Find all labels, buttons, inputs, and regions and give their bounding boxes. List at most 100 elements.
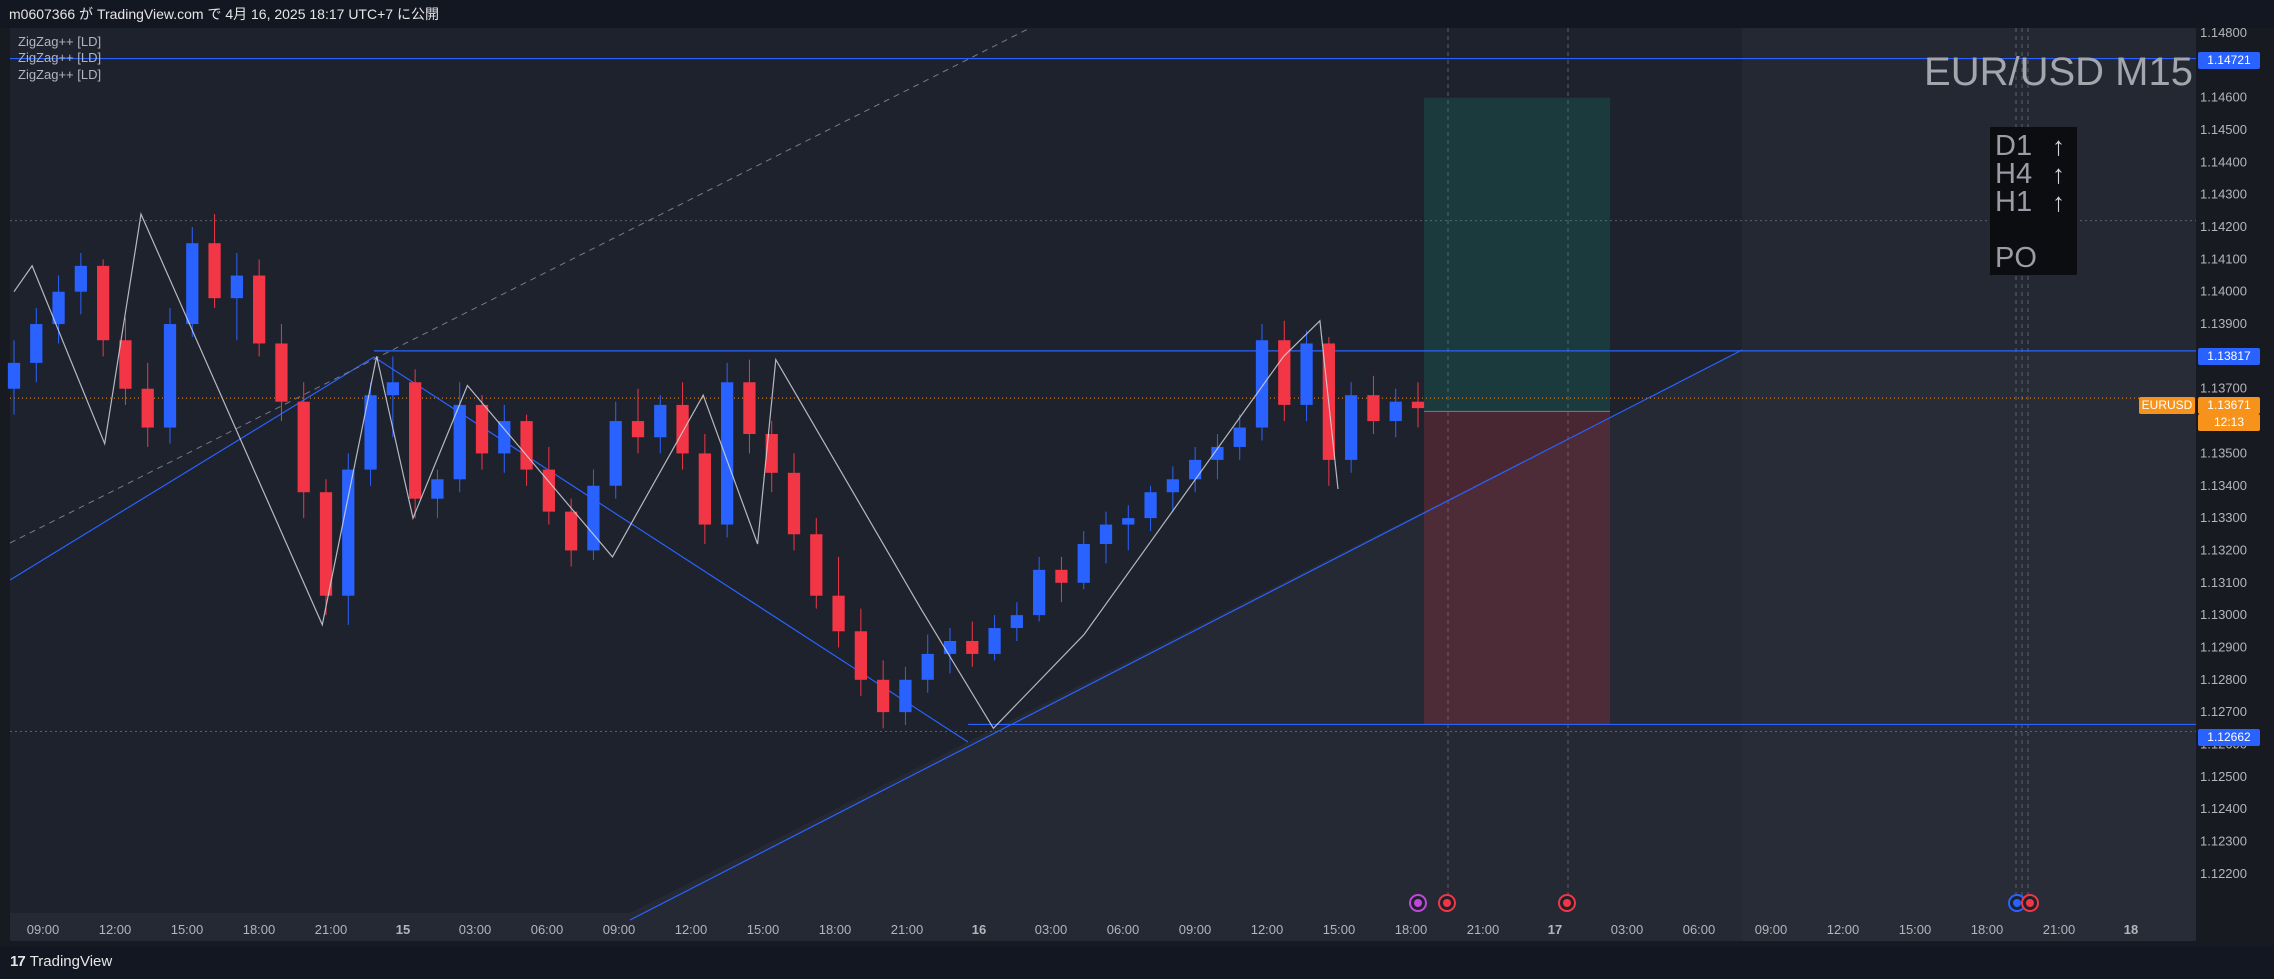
candle-body — [1233, 427, 1246, 447]
event-markers[interactable] — [1409, 894, 2039, 912]
candle-body — [1077, 543, 1090, 583]
time-tick-label: 03:00 — [459, 922, 492, 937]
candle-body — [1166, 479, 1179, 493]
candle-body — [854, 631, 867, 680]
candle-body — [409, 382, 422, 499]
gridlines — [10, 28, 2196, 941]
candle-body — [163, 324, 177, 428]
candle-body — [1099, 524, 1113, 544]
candles — [7, 214, 1425, 729]
trendline-dashed — [9, 27, 1031, 544]
time-tick-label: 09:00 — [603, 922, 636, 937]
trendline — [9, 356, 375, 581]
candle-body — [787, 472, 801, 535]
price-tick-label: 1.12800 — [2200, 672, 2247, 687]
up-arrow-icon: ↑ — [2052, 187, 2065, 217]
candle-body — [1144, 492, 1157, 519]
candle-body — [565, 511, 578, 551]
price-tick-label: 1.14000 — [2200, 284, 2247, 299]
candle-body — [453, 404, 466, 480]
stop-loss-zone — [1424, 411, 1610, 725]
candle-body — [877, 679, 890, 713]
current-price-tag[interactable]: 1.13671 — [2198, 397, 2260, 414]
price-tick-label: 1.13000 — [2200, 607, 2247, 622]
candle-body — [587, 485, 600, 551]
price-tick-label: 1.12300 — [2200, 833, 2247, 848]
economic-event-icon — [1563, 899, 1571, 907]
price-tag-level[interactable]: 1.14721 — [2198, 52, 2260, 69]
candle-body — [1033, 569, 1046, 616]
time-tick-label: 06:00 — [1683, 922, 1716, 937]
candle-body — [1122, 518, 1135, 525]
price-axis[interactable]: 1.14800 1.14600 1.14500 1.14400 1.14300 1.142… — [2200, 25, 2247, 881]
time-tick-label: 09:00 — [1179, 922, 1212, 937]
mtf-tf-h4: H4 — [1995, 158, 2033, 190]
price-tick-label: 1.13500 — [2200, 445, 2247, 460]
price-tag-level[interactable]: 1.12662 — [2198, 729, 2260, 746]
time-tick-label: 12:00 — [675, 922, 708, 937]
price-tick-label: 1.14200 — [2200, 219, 2247, 234]
trendline — [629, 349, 1743, 921]
candle-body — [364, 395, 377, 470]
price-tick-label: 1.13700 — [2200, 381, 2247, 396]
time-tick-label: 12:00 — [99, 922, 132, 937]
time-tick-label: 18:00 — [1971, 922, 2004, 937]
tradingview-logo[interactable]: 17 TradingView — [10, 953, 112, 970]
tradingview-logo-icon: 17 — [10, 953, 26, 970]
price-tick-label: 1.12400 — [2200, 801, 2247, 816]
economic-event-icon — [2013, 899, 2021, 907]
time-tick-label: 21:00 — [891, 922, 924, 937]
zigzag-line — [13, 211, 1339, 730]
time-tick-label: 21:00 — [2043, 922, 2076, 937]
indicator-label[interactable]: ZigZag++ [LD] — [18, 34, 102, 49]
time-tick-label: 09:00 — [27, 922, 60, 937]
candle-body — [676, 404, 689, 454]
candle-body — [1278, 340, 1291, 405]
candle-body — [1211, 446, 1224, 460]
time-tick-label: 12:00 — [1251, 922, 1284, 937]
candle-body — [119, 340, 132, 389]
time-tick-label: 21:00 — [315, 922, 348, 937]
price-tick-label: 1.12700 — [2200, 704, 2247, 719]
symbol-price-tag[interactable]: EURUSD — [2139, 397, 2195, 414]
candle-body — [498, 421, 511, 454]
candle-body — [520, 421, 533, 470]
time-tick-label: 18:00 — [243, 922, 276, 937]
indicator-label[interactable]: ZigZag++ [LD] — [18, 67, 102, 82]
price-tag-level[interactable]: 1.13817 — [2198, 348, 2260, 365]
candle-body — [988, 628, 1001, 654]
take-profit-zone — [1424, 97, 1610, 412]
price-tick-label: 1.13300 — [2200, 510, 2247, 525]
time-tick-label: 03:00 — [1611, 922, 1644, 937]
candle-body — [275, 343, 288, 402]
bar-countdown: 12:13 — [2198, 414, 2260, 431]
economic-event-icon — [2026, 899, 2034, 907]
channel-shade — [10, 350, 2196, 941]
candle-body — [943, 640, 957, 654]
indicator-label[interactable]: ZigZag++ [LD] — [18, 50, 102, 65]
time-tick-label: 03:00 — [1035, 922, 1068, 937]
time-tick-label: 15 — [396, 922, 410, 937]
time-tick-label: 09:00 — [1755, 922, 1788, 937]
candle-body — [386, 382, 399, 396]
time-tick-label: 12:00 — [1827, 922, 1860, 937]
candle-body — [342, 469, 355, 596]
candle-body — [921, 653, 934, 680]
time-tick-label: 21:00 — [1467, 922, 1500, 937]
candle-body — [631, 421, 645, 438]
zigzag-path — [13, 211, 1339, 730]
candle-body — [52, 291, 65, 325]
price-tick-label: 1.14800 — [2200, 25, 2247, 40]
up-arrow-icon: ↑ — [2052, 131, 2065, 161]
time-tick-label: 15:00 — [1323, 922, 1356, 937]
candle-body — [721, 382, 734, 525]
price-tick-label: 1.14100 — [2200, 251, 2247, 266]
time-axis[interactable]: 09:00 12:00 15:00 18:00 21:00 15 03:00 06:00 09:… — [27, 922, 2139, 937]
time-tick-label: 15:00 — [171, 922, 204, 937]
candle-body — [97, 265, 110, 341]
candle-body — [253, 275, 266, 344]
candle-body — [319, 492, 333, 596]
candle-body — [765, 434, 778, 473]
candle-body — [1389, 401, 1402, 422]
